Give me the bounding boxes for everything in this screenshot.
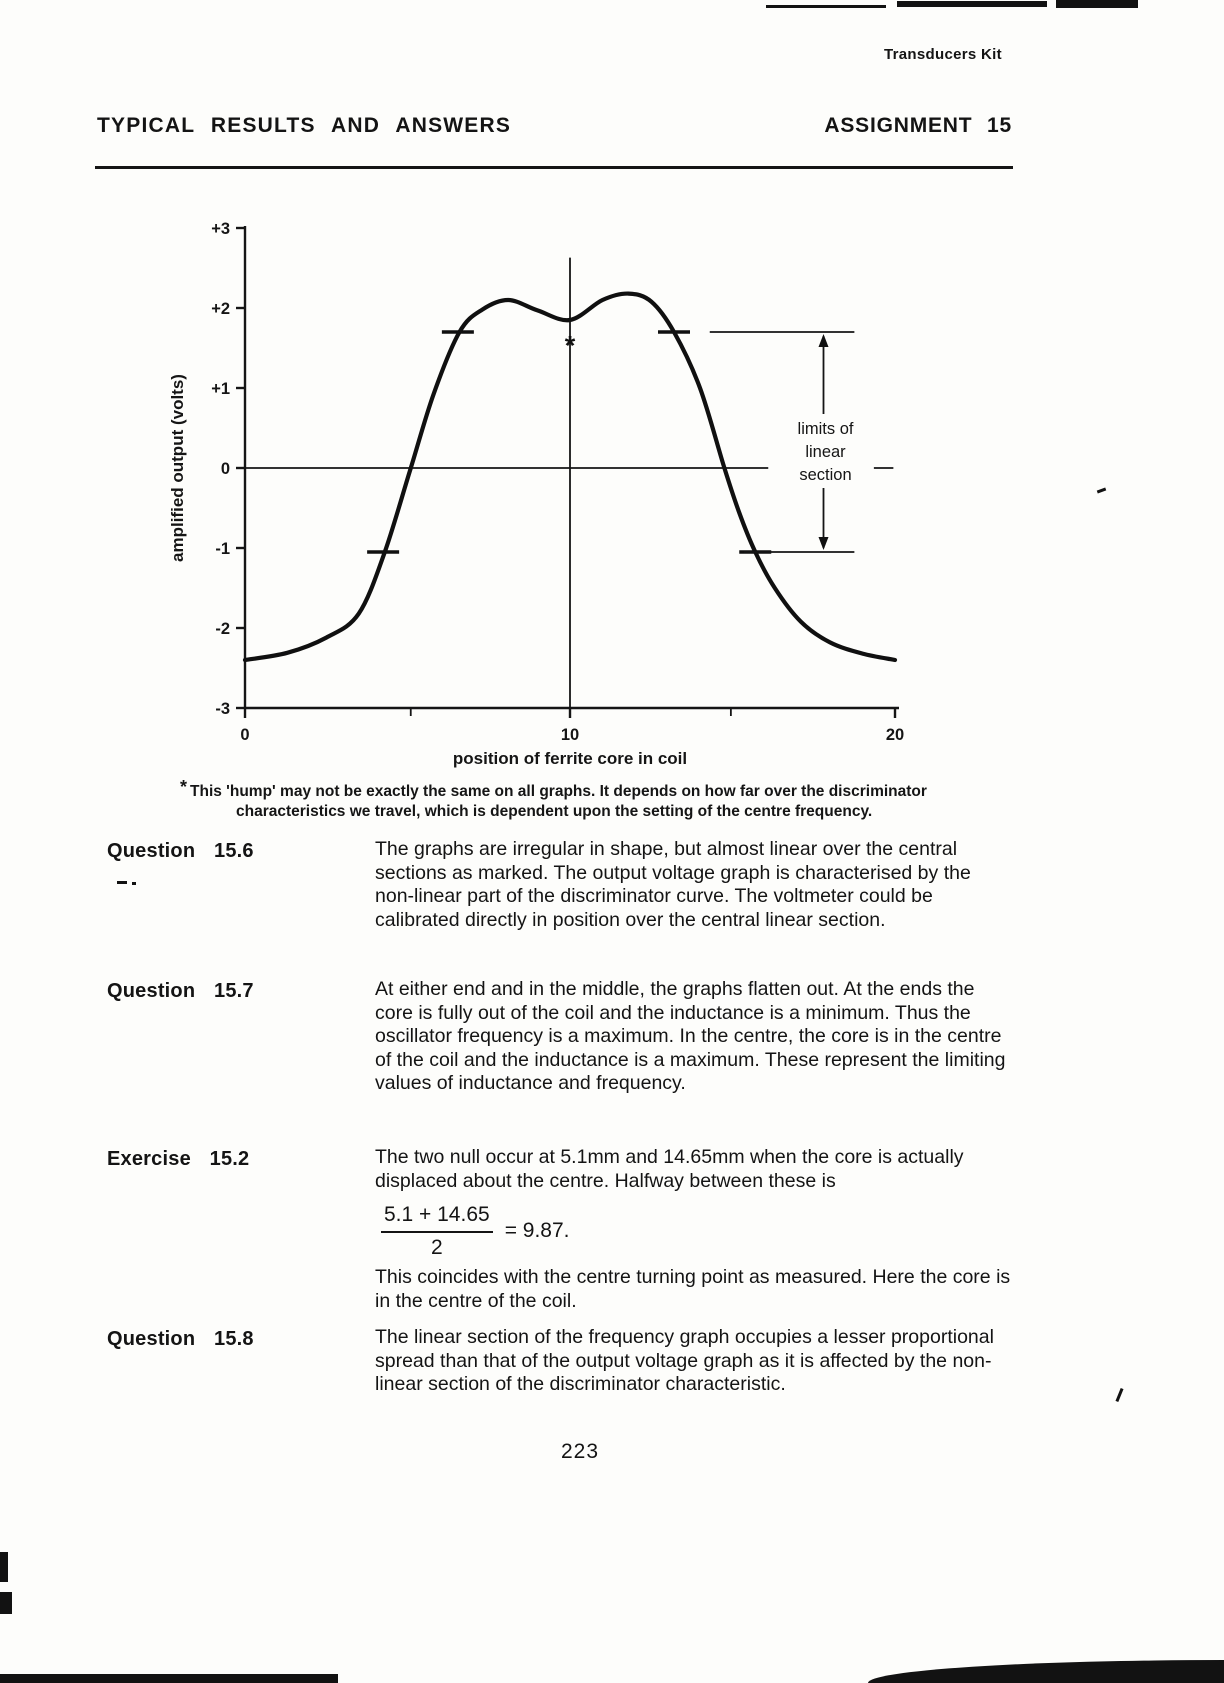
svg-text:-3: -3	[215, 700, 230, 718]
qa-body: At either end and in the middle, the gra…	[375, 978, 1006, 1095]
chart-footnote: * This 'hump' may not be exactly the same…	[180, 776, 970, 822]
kit-label: Transducers Kit	[884, 46, 1002, 63]
qa-body: The linear section of the frequency grap…	[375, 1326, 994, 1396]
page-number: 223	[560, 1440, 600, 1463]
svg-text:0: 0	[240, 726, 249, 744]
svg-text:20: 20	[886, 726, 904, 744]
results-chart: +3 +2 +1 0 -1 -2 -3 0 10 20 limits of linear section…	[168, 220, 904, 768]
qa-block-question-15-6: Question 15.6 The graphs are irregular i…	[107, 838, 1015, 932]
svg-text:*: *	[565, 330, 576, 360]
svg-text:amplified output (volts): amplified output (volts)	[168, 374, 187, 562]
title-row: TYPICAL RESULTS AND ANSWERS ASSIGNMENT 1…	[97, 114, 1012, 138]
exercise-conclusion-text: This coincides with the centre turning p…	[375, 1266, 1011, 1312]
asterisk-marker: *	[180, 777, 188, 797]
scan-artifact	[0, 1674, 338, 1683]
svg-text:+3: +3	[211, 220, 230, 238]
scan-artifact	[1115, 1387, 1124, 1403]
qa-block-question-15-7: Question 15.7 At either end and in the m…	[107, 978, 1015, 1096]
qa-block-question-15-8: Question 15.8 The linear section of the …	[107, 1326, 1015, 1397]
exercise-intro-text: The two null occur at 5.1mm and 14.65mm …	[375, 1146, 964, 1192]
svg-text:0: 0	[221, 460, 230, 478]
fraction-result: = 9.87.	[504, 1219, 570, 1243]
qa-body: The two null occur at 5.1mm and 14.65mm …	[375, 1146, 1015, 1313]
footnote-line-1: * This 'hump' may not be exactly the same…	[180, 776, 970, 802]
scan-artifact	[868, 1660, 1224, 1683]
assignment-title: ASSIGNMENT 15	[824, 114, 1012, 137]
svg-text:section: section	[799, 466, 851, 484]
scan-artifact	[1056, 0, 1138, 8]
qa-label: Question 15.6	[107, 840, 254, 862]
scan-artifact	[0, 1552, 8, 1582]
scan-artifact	[132, 882, 136, 885]
footnote-line-2: characteristics we travel, which is depe…	[236, 803, 873, 821]
qa-body: The graphs are irregular in shape, but a…	[375, 838, 971, 931]
fraction-denominator: 2	[431, 1235, 443, 1259]
svg-text:linear: linear	[805, 443, 846, 461]
formula: 5.1 + 14.65 2 = 9.87.	[381, 1202, 1015, 1260]
svg-text:position of ferrite core in co: position of ferrite core in coil	[453, 749, 687, 768]
scan-artifact	[0, 1592, 12, 1614]
svg-text:10: 10	[561, 726, 579, 744]
page-title: TYPICAL RESULTS AND ANSWERS	[97, 114, 512, 137]
qa-label: Question 15.7	[107, 980, 254, 1002]
svg-text:+2: +2	[211, 300, 230, 318]
scan-artifact	[897, 1, 1047, 7]
svg-text:-1: -1	[215, 540, 230, 558]
fraction-numerator: 5.1 + 14.65	[381, 1202, 493, 1233]
svg-text:+1: +1	[211, 380, 230, 398]
fraction: 5.1 + 14.65 2	[381, 1202, 493, 1260]
scan-artifact	[1096, 487, 1107, 494]
footnote-text-1: This 'hump' may not be exactly the same …	[190, 783, 927, 800]
svg-text:limits of: limits of	[798, 420, 854, 438]
qa-block-exercise-15-2: Exercise 15.2 The two null occur at 5.1m…	[107, 1146, 1015, 1313]
scan-artifact	[766, 5, 886, 8]
svg-text:-2: -2	[215, 620, 230, 638]
title-rule	[95, 166, 1013, 169]
qa-label: Question 15.8	[107, 1328, 254, 1350]
qa-label: Exercise 15.2	[107, 1148, 250, 1170]
scan-artifact	[117, 881, 127, 884]
